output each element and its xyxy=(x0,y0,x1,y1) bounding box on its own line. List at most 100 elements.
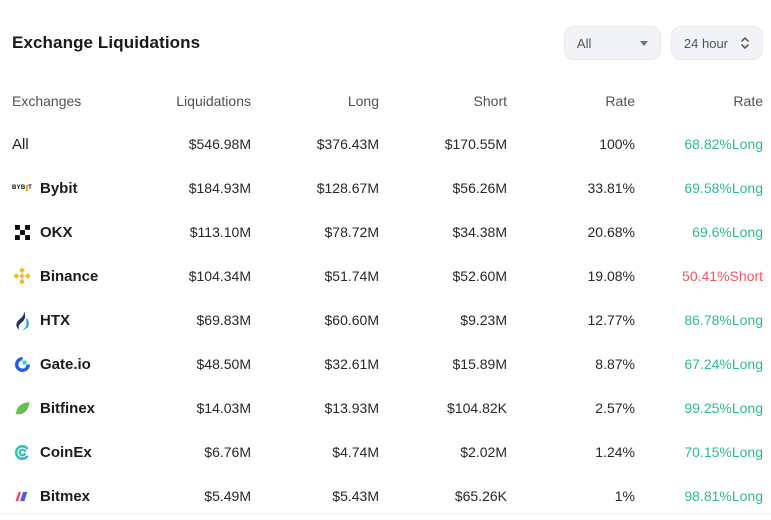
liquidations-table: Exchanges Liquidations Long Short Rate Rate A… xyxy=(0,80,771,518)
exchange-name-cell[interactable]: BYB T Bybit xyxy=(12,178,123,198)
table-row: All $546.98M $376.43M $170.55M 100% 68.82%Lon… xyxy=(0,122,771,166)
rate-value: 12.77% xyxy=(587,312,635,328)
exchange-name: OKX xyxy=(40,223,73,241)
long-short-rate-value: 50.41%Short xyxy=(682,268,763,284)
long-value: $78.72M xyxy=(324,224,379,240)
liquidations-value: $6.76M xyxy=(204,444,251,460)
table-row: BYB T Bybit $184.93M $128.67M $56.26M 33.81% 69… xyxy=(0,166,771,210)
long-value: $376.43M xyxy=(316,136,379,152)
liquidations-value: $69.83M xyxy=(196,312,251,328)
table-row: CoinEx $6.76M $4.74M $2.02M 1.24% 70.15%Long xyxy=(0,430,771,474)
short-value: $104.82K xyxy=(447,400,507,416)
exchange-name: Bitmex xyxy=(40,487,91,505)
exchange-name-cell[interactable]: Bitfinex xyxy=(12,398,123,418)
exchange-filter-value: All xyxy=(576,35,592,51)
column-header-exchanges: Exchanges xyxy=(12,93,82,109)
liquidations-value: $14.03M xyxy=(196,400,251,416)
long-value: $128.67M xyxy=(316,180,379,196)
okx-logo xyxy=(12,222,32,242)
exchange-name-cell[interactable]: HTX xyxy=(12,310,123,330)
long-value: $32.61M xyxy=(324,356,379,372)
short-value: $15.89M xyxy=(452,356,507,372)
liquidations-value: $5.49M xyxy=(204,488,251,504)
rate-value: 20.68% xyxy=(587,224,635,240)
rate-value: 2.57% xyxy=(595,400,635,416)
liquidations-value: $48.50M xyxy=(196,356,251,372)
rate-value: 19.08% xyxy=(587,268,635,284)
short-value: $56.26M xyxy=(452,180,507,196)
liquidations-value: $113.10M xyxy=(189,224,251,240)
long-value: $4.74M xyxy=(332,444,379,460)
column-header-short[interactable]: Short xyxy=(473,93,507,109)
long-short-rate-value: 98.81%Long xyxy=(684,488,763,504)
exchange-name: CoinEx xyxy=(40,443,92,461)
coinex-logo xyxy=(12,442,32,462)
exchange-name: Bitfinex xyxy=(40,399,96,417)
exchange-name-cell[interactable]: CoinEx xyxy=(12,442,123,462)
short-value: $34.38M xyxy=(452,224,507,240)
exchange-name: Binance xyxy=(40,267,99,285)
bottom-divider xyxy=(0,513,771,514)
long-value: $13.93M xyxy=(324,400,379,416)
short-value: $2.02M xyxy=(460,444,507,460)
table-row: Bitfinex $14.03M $13.93M $104.82K 2.57% 99.25… xyxy=(0,386,771,430)
long-short-rate-value: 86.78%Long xyxy=(684,312,763,328)
up-down-arrows-icon xyxy=(740,36,750,50)
binance-logo xyxy=(12,266,32,286)
chevron-down-icon xyxy=(639,40,648,46)
table-row: Bitmex $5.49M $5.43M $65.26K 1% 98.81%Long xyxy=(0,474,771,518)
exchange-filter-dropdown[interactable]: All xyxy=(563,26,661,60)
long-short-rate-value: 99.25%Long xyxy=(684,400,763,416)
exchange-name-cell: All xyxy=(12,136,123,153)
long-short-rate-value: 68.82%Long xyxy=(684,136,763,152)
exchange-name: HTX xyxy=(40,311,70,329)
page-title: Exchange Liquidations xyxy=(12,33,201,52)
column-header-rate[interactable]: Rate xyxy=(605,93,635,109)
liquidations-value: $104.34M xyxy=(188,268,251,284)
bitmex-logo xyxy=(12,486,32,506)
rate-value: 100% xyxy=(599,136,635,152)
short-value: $65.26K xyxy=(454,488,507,504)
widget-header: Exchange Liquidations All 24 hour xyxy=(0,0,771,80)
long-value: $60.60M xyxy=(324,312,379,328)
exchange-name-cell[interactable]: OKX xyxy=(12,222,123,242)
exchange-name-cell[interactable]: Binance xyxy=(12,266,123,286)
short-value: $170.55M xyxy=(444,136,507,152)
long-short-rate-value: 67.24%Long xyxy=(684,356,763,372)
long-short-rate-value: 70.15%Long xyxy=(684,444,763,460)
rate-value: 1% xyxy=(614,488,635,504)
liquidations-value: $184.93M xyxy=(188,180,251,196)
table-row: Binance $104.34M $51.74M $52.60M 19.08% 50.41… xyxy=(0,254,771,298)
table-header-row: Exchanges Liquidations Long Short Rate Rate xyxy=(0,80,771,122)
table-row: HTX $69.83M $60.60M $9.23M 12.77% 86.78%Long xyxy=(0,298,771,342)
rate-value: 1.24% xyxy=(595,444,635,460)
table-body: All $546.98M $376.43M $170.55M 100% 68.82%Lon… xyxy=(0,122,771,518)
time-range-value: 24 hour xyxy=(683,35,728,51)
bybit-logo: BYB T xyxy=(11,185,33,191)
gate-logo xyxy=(12,354,32,374)
column-header-liquidations[interactable]: Liquidations xyxy=(176,93,251,109)
rate-value: 33.81% xyxy=(587,180,635,196)
table-row: OKX $113.10M $78.72M $34.38M 20.68% 69.6%Long xyxy=(0,210,771,254)
exchange-name: Bybit xyxy=(40,179,78,197)
exchange-name-cell[interactable]: Bitmex xyxy=(12,486,123,506)
rate-value: 8.87% xyxy=(595,356,635,372)
long-value: $5.43M xyxy=(332,488,379,504)
exchange-name: All xyxy=(12,135,29,153)
htx-logo xyxy=(12,310,32,330)
long-short-rate-value: 69.58%Long xyxy=(684,180,763,196)
header-controls: All 24 hour xyxy=(563,26,763,60)
liquidations-value: $546.98M xyxy=(188,136,251,152)
column-header-long-short-rate[interactable]: Rate xyxy=(733,93,763,109)
exchange-name: Gate.io xyxy=(40,355,91,373)
short-value: $52.60M xyxy=(452,268,507,284)
exchange-name-cell[interactable]: Gate.io xyxy=(12,354,123,374)
column-header-long[interactable]: Long xyxy=(347,93,379,109)
table-row: Gate.io $48.50M $32.61M $15.89M 8.87% 67.24%L… xyxy=(0,342,771,386)
long-value: $51.74M xyxy=(324,268,379,284)
bitfinex-logo xyxy=(12,398,32,418)
short-value: $9.23M xyxy=(460,312,507,328)
time-range-dropdown[interactable]: 24 hour xyxy=(670,26,763,60)
long-short-rate-value: 69.6%Long xyxy=(692,224,763,240)
